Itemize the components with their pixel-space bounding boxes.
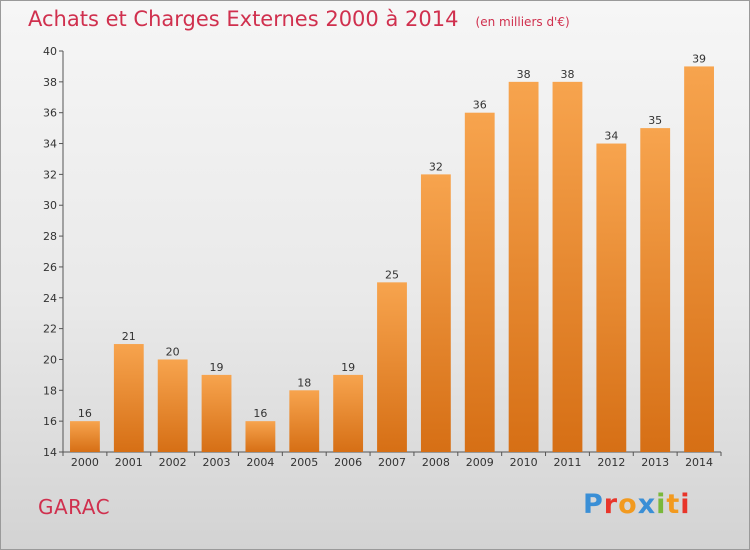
x-tick-label-2013: 2013 (641, 456, 669, 469)
y-axis-ticks: 14 16 18 20 22 24 26 28 30 32 34 36 38 40 (43, 45, 63, 459)
y-tick-label: 18 (43, 384, 57, 397)
x-tick-label-2003: 2003 (203, 456, 231, 469)
title-row: Achats et Charges Externes 2000 à 2014 (… (28, 7, 570, 31)
town-name: GARAC (38, 495, 111, 519)
y-tick-label: 22 (43, 323, 57, 336)
data-label-2007: 25 (385, 268, 399, 281)
y-tick-label: 40 (43, 45, 57, 58)
logo-letter: t (666, 489, 681, 520)
bar-2001 (113, 344, 144, 452)
bar-2005 (289, 390, 320, 452)
data-label-2009: 36 (473, 99, 487, 112)
y-tick-label: 16 (43, 415, 57, 428)
data-label-2013: 35 (648, 114, 662, 127)
bar-2011 (552, 81, 583, 452)
x-tick-label-2009: 2009 (466, 456, 494, 469)
x-tick-label-2008: 2008 (422, 456, 450, 469)
data-label-2012: 34 (604, 130, 618, 143)
data-label-2001: 21 (122, 330, 136, 343)
chart-title: Achats et Charges Externes 2000 à 2014 (28, 7, 459, 31)
y-tick-label: 36 (43, 107, 57, 120)
bars: 16 21 20 19 16 18 19 25 32 36 38 38 34 35 39 (70, 52, 714, 453)
y-tick-label: 30 (43, 199, 57, 212)
data-label-2008: 32 (429, 160, 443, 173)
data-label-2011: 38 (560, 68, 574, 81)
bar-2014 (684, 66, 714, 452)
bar-2008 (420, 174, 451, 452)
logo-letter: i (656, 489, 667, 520)
logo-letter: i (680, 489, 691, 520)
data-label-2003: 19 (210, 361, 224, 374)
bar-2003 (201, 374, 232, 452)
x-tick-label-2006: 2006 (334, 456, 362, 469)
bar-2006 (333, 374, 364, 452)
x-tick-label-2004: 2004 (246, 456, 274, 469)
bar-2004 (245, 421, 276, 452)
x-tick-label-2012: 2012 (597, 456, 625, 469)
bar-2012 (596, 143, 627, 453)
x-tick-label-2010: 2010 (510, 456, 538, 469)
data-label-2002: 20 (166, 345, 180, 358)
proxiti-logo: Proxiti (583, 489, 691, 520)
y-tick-label: 34 (43, 138, 57, 151)
chart-subtitle: (en milliers d'€) (475, 15, 570, 29)
data-label-2005: 18 (297, 376, 311, 389)
x-axis-ticks: 2000 2001 2002 2003 2004 2005 2006 2007 2008 2009… (62, 452, 722, 469)
logo-letter: x (637, 489, 657, 520)
data-label-2000: 16 (78, 407, 92, 420)
x-tick-label-2014: 2014 (685, 456, 713, 469)
y-tick-label: 14 (43, 446, 57, 459)
x-tick-label-2011: 2011 (553, 456, 581, 469)
logo-letter: r (603, 489, 619, 520)
y-tick-label: 38 (43, 76, 57, 89)
x-tick-label-2005: 2005 (290, 456, 318, 469)
data-label-2006: 19 (341, 361, 355, 374)
x-tick-label-2002: 2002 (159, 456, 187, 469)
bar-2002 (157, 359, 188, 452)
x-tick-label-2007: 2007 (378, 456, 406, 469)
bar-2013 (640, 128, 671, 452)
bar-2007 (377, 282, 407, 452)
x-tick-label-2000: 2000 (71, 456, 99, 469)
data-label-2014: 39 (692, 52, 706, 65)
data-label-2010: 38 (517, 68, 531, 81)
bar-2009 (464, 112, 495, 452)
bar-2000 (70, 421, 100, 452)
y-tick-label: 32 (43, 168, 57, 181)
data-label-2004: 16 (253, 407, 267, 420)
y-tick-label: 20 (43, 353, 57, 366)
logo-letter: P (583, 489, 604, 520)
logo-letter: o (618, 489, 638, 520)
y-tick-label: 24 (43, 292, 57, 305)
y-tick-label: 26 (43, 261, 57, 274)
x-tick-label-2001: 2001 (115, 456, 143, 469)
y-tick-label: 28 (43, 230, 57, 243)
bar-2010 (508, 81, 539, 452)
